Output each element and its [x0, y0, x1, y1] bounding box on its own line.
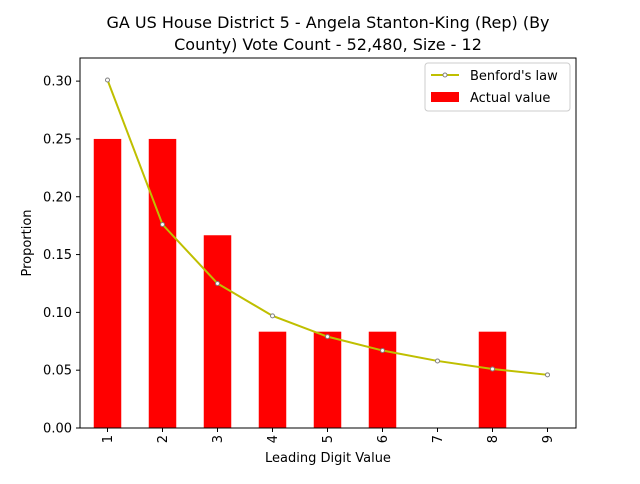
- bars-group: [93, 138, 507, 428]
- benford-point-digit-6: [380, 348, 385, 354]
- benford-point-digit-2: [160, 222, 165, 227]
- x-tick-label: 6: [376, 435, 391, 443]
- legend-bar-swatch: [431, 92, 459, 102]
- x-axis: 1 2 3 4 5 6 7 8 9: [101, 428, 556, 443]
- legend: Benford's law Actual value: [424, 62, 571, 112]
- bar-digit-1: [93, 138, 122, 428]
- chart-title-line1: GA US House District 5 - Angela Stanton-…: [106, 13, 549, 32]
- benford-point-digit-4: [270, 313, 275, 319]
- bar-digit-6: [368, 331, 397, 428]
- benford-point-digit-8: [490, 366, 495, 372]
- x-tick-label: 3: [211, 435, 226, 443]
- y-tick-label: 0.10: [43, 306, 72, 321]
- x-axis-label: Leading Digit Value: [265, 451, 391, 466]
- y-tick-label: 0.15: [43, 248, 72, 263]
- y-axis: 0.00 0.05 0.10 0.15 0.20 0.25 0.30: [43, 75, 80, 437]
- y-axis-label: Proportion: [20, 209, 35, 276]
- bar-digit-2: [148, 138, 177, 428]
- bar-digit-3: [203, 235, 232, 428]
- y-tick-label: 0.20: [43, 190, 72, 205]
- x-tick-label: 4: [266, 435, 281, 443]
- y-tick-label: 0.05: [43, 364, 72, 379]
- benford-point-digit-5: [325, 334, 330, 340]
- chart-title-line2: County) Vote Count - 52,480, Size - 12: [174, 35, 482, 54]
- legend-benford-label: Benford's law: [470, 69, 558, 84]
- x-tick-label: 7: [431, 435, 446, 443]
- bar-digit-5: [313, 331, 342, 428]
- benford-point-digit-9: [545, 372, 550, 378]
- legend-box: [424, 62, 571, 112]
- benford-point-digit-3: [215, 280, 220, 286]
- y-tick-label: 0.30: [43, 75, 72, 90]
- benford-point-digit-1: [105, 77, 110, 83]
- benford-point-digit-7: [435, 358, 440, 364]
- x-tick-label: 9: [541, 435, 556, 443]
- bar-digit-4: [258, 331, 287, 428]
- legend-actual-label: Actual value: [470, 91, 550, 106]
- x-tick-label: 1: [101, 435, 116, 443]
- y-tick-label: 0.00: [43, 422, 72, 437]
- legend-line-marker: [442, 72, 448, 78]
- x-tick-label: 8: [486, 435, 501, 443]
- y-tick-label: 0.25: [43, 132, 72, 147]
- bar-digit-8: [478, 331, 507, 428]
- x-tick-label: 5: [321, 435, 336, 443]
- x-tick-label: 2: [156, 435, 171, 443]
- benford-line-group: [105, 77, 550, 378]
